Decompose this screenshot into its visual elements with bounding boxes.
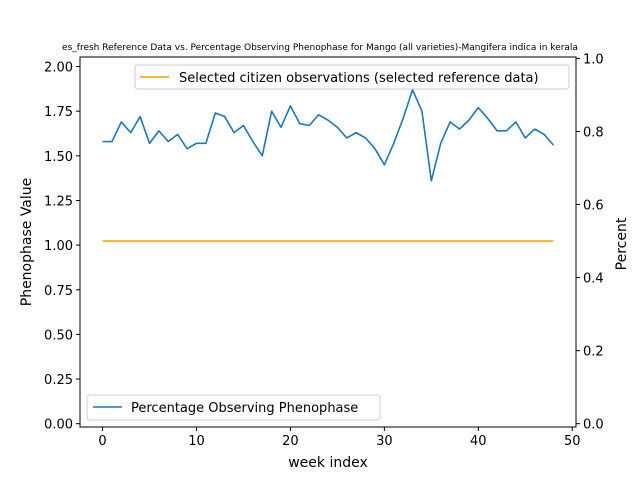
y-axis-left: 0.00 0.25 0.50 0.75 1.00 1.25 1.50 1.75 2.00 <box>44 61 80 433</box>
legend-top-right-box <box>134 64 570 90</box>
y-axis-right-label: Percent <box>614 217 630 270</box>
x-tick-label: 20 <box>282 434 299 449</box>
legend-label-reference: Selected citizen observations (selected … <box>179 71 539 86</box>
legend-bottom-left-box <box>86 394 381 421</box>
y-right-tick-label: 0.2 <box>583 345 604 360</box>
x-axis: 0 10 20 30 40 50 <box>98 427 581 449</box>
y-left-tick-label: 1.25 <box>44 194 73 209</box>
series-layer <box>102 88 555 242</box>
x-tick-label: 0 <box>98 434 106 449</box>
x-tick-label: 30 <box>376 434 393 449</box>
y-axis-left-label: Phenophase Value <box>19 178 35 307</box>
y-right-tick-label: 1.0 <box>583 52 604 67</box>
y-left-tick-label: 0.75 <box>44 284 73 299</box>
series-line-percentage <box>102 88 555 182</box>
y-left-tick-label: 2.00 <box>44 61 73 76</box>
y-left-tick-label: 1.50 <box>44 150 73 165</box>
y-left-tick-label: 0.00 <box>44 418 73 433</box>
legend-label-percentage: Percentage Observing Phenophase <box>131 401 358 416</box>
plot-frame <box>79 56 577 428</box>
y-right-tick-label: 0.0 <box>583 418 604 433</box>
y-left-tick-label: 1.75 <box>44 105 73 120</box>
x-tick-label: 10 <box>188 434 205 449</box>
legend-top-right: Selected citizen observations (selected … <box>134 64 570 90</box>
y-left-tick-label: 1.00 <box>44 239 73 254</box>
legend-bottom-left: Percentage Observing Phenophase <box>86 394 381 421</box>
y-left-tick-label: 0.25 <box>44 373 73 388</box>
y-left-tick-label: 0.50 <box>44 328 73 343</box>
x-axis-label: week index <box>288 455 368 471</box>
y-right-tick-label: 0.6 <box>583 199 604 214</box>
y-right-tick-label: 0.4 <box>583 272 604 287</box>
y-right-tick-label: 0.8 <box>583 125 604 140</box>
y-axis-right: 0.0 0.2 0.4 0.6 0.8 1.0 <box>576 52 604 433</box>
chart-title: es_fresh Reference Data vs. Percentage O… <box>62 43 578 53</box>
x-tick-label: 40 <box>470 434 487 449</box>
x-tick-label: 50 <box>564 434 581 449</box>
